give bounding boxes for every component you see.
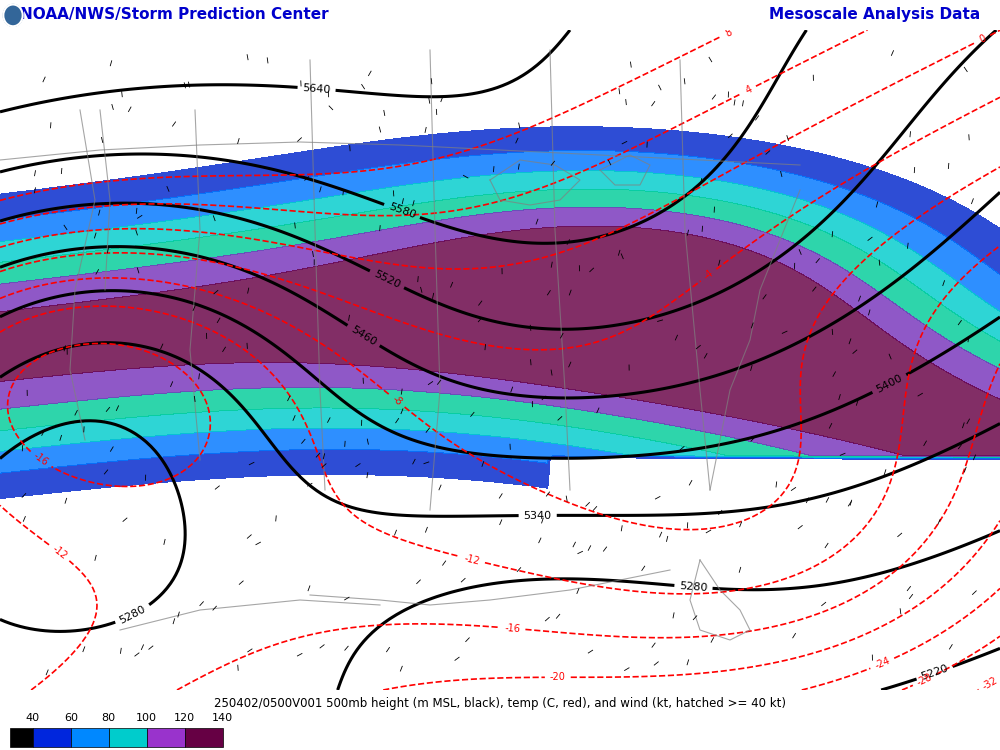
Text: 5400: 5400 bbox=[875, 373, 904, 394]
Bar bbox=[147, 728, 185, 747]
Text: -12: -12 bbox=[50, 544, 69, 562]
Text: 5220: 5220 bbox=[920, 664, 950, 682]
Bar bbox=[33, 728, 71, 747]
Bar bbox=[185, 728, 223, 747]
Text: 120: 120 bbox=[174, 713, 195, 723]
Text: 140: 140 bbox=[212, 713, 233, 723]
Text: Mesoscale Analysis Data: Mesoscale Analysis Data bbox=[769, 8, 980, 22]
Text: 5340: 5340 bbox=[524, 510, 552, 520]
Text: 0: 0 bbox=[978, 33, 988, 45]
Text: 4: 4 bbox=[744, 84, 754, 96]
Text: -16: -16 bbox=[504, 622, 521, 634]
Text: -24: -24 bbox=[873, 656, 892, 671]
Text: 80: 80 bbox=[102, 713, 116, 723]
Bar bbox=[71, 728, 109, 747]
Text: 5460: 5460 bbox=[349, 324, 378, 347]
Text: 8: 8 bbox=[724, 27, 734, 38]
Text: 5280: 5280 bbox=[118, 604, 148, 625]
Text: 5280: 5280 bbox=[679, 581, 708, 593]
Text: -4: -4 bbox=[702, 268, 715, 282]
Bar bbox=[109, 728, 147, 747]
Text: -16: -16 bbox=[31, 451, 50, 468]
Text: 100: 100 bbox=[136, 713, 157, 723]
Text: 5640: 5640 bbox=[302, 82, 331, 94]
Text: -12: -12 bbox=[463, 553, 481, 566]
Text: 5580: 5580 bbox=[387, 202, 417, 220]
Text: -8: -8 bbox=[390, 394, 404, 408]
Bar bbox=[10, 728, 33, 747]
Text: 250402/0500V001 500mb height (m MSL, black), temp (C, red), and wind (kt, hatche: 250402/0500V001 500mb height (m MSL, bla… bbox=[214, 698, 786, 710]
Text: -32: -32 bbox=[981, 675, 999, 692]
Text: -20: -20 bbox=[550, 672, 566, 682]
Text: NOAA/NWS/Storm Prediction Center: NOAA/NWS/Storm Prediction Center bbox=[20, 8, 329, 22]
Text: 60: 60 bbox=[64, 713, 78, 723]
Circle shape bbox=[3, 4, 23, 26]
Text: 5520: 5520 bbox=[372, 268, 402, 290]
Text: 40: 40 bbox=[26, 713, 40, 723]
Text: -28: -28 bbox=[915, 672, 934, 688]
